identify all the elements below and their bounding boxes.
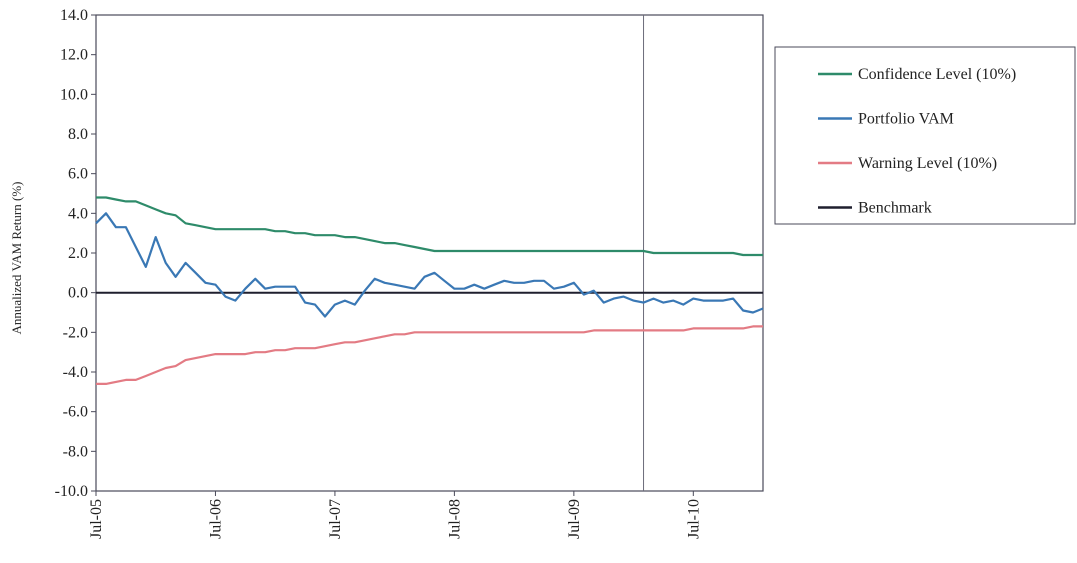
y-tick-label: -2.0 bbox=[63, 324, 88, 341]
x-tick-label: Jul-08 bbox=[446, 499, 463, 539]
series-layer bbox=[95, 196, 764, 385]
y-tick-label: 10.0 bbox=[60, 86, 88, 103]
x-tick-label: Jul-06 bbox=[207, 499, 224, 539]
series-line-warning-level-10 bbox=[96, 325, 763, 385]
x-tick-label: Jul-09 bbox=[566, 499, 583, 539]
legend-box bbox=[774, 46, 1076, 225]
y-tick-label: -4.0 bbox=[63, 364, 88, 381]
legend-label: Warning Level (10%) bbox=[858, 155, 997, 172]
y-tick-label: 0.0 bbox=[68, 285, 88, 302]
series-line-portfolio-vam bbox=[95, 212, 764, 318]
x-tick-label: Jul-05 bbox=[88, 499, 105, 539]
legend-label: Portfolio VAM bbox=[858, 111, 954, 128]
y-tick-label: 2.0 bbox=[68, 245, 88, 262]
y-tick-label: 6.0 bbox=[68, 166, 88, 183]
y-tick-label: -6.0 bbox=[63, 404, 88, 421]
y-tick-label: 4.0 bbox=[68, 205, 88, 222]
x-tick-label: Jul-10 bbox=[685, 499, 702, 539]
y-tick-label: 8.0 bbox=[68, 126, 88, 143]
y-axis-title: Annualized VAM Return (%) bbox=[9, 182, 24, 335]
legend: Confidence Level (10%) Portfolio VAM Warni… bbox=[774, 46, 1076, 225]
legend-label: Confidence Level (10%) bbox=[858, 66, 1016, 83]
y-tick-label: -10.0 bbox=[55, 483, 88, 500]
y-axis: 14.0 12.0 10.0 8.0 6.0 4.0 2.0 0.0 -2.0 -4.0 -6.0 -… bbox=[55, 7, 96, 500]
series-line-confidence-level-10 bbox=[96, 196, 763, 257]
y-tick-label: 14.0 bbox=[60, 7, 88, 24]
y-tick-label: 12.0 bbox=[60, 47, 88, 64]
legend-label: Benchmark bbox=[858, 200, 932, 217]
x-axis: Jul-05 Jul-06 Jul-07 Jul-08 Jul-09 Jul-10 bbox=[88, 491, 702, 539]
x-tick-label: Jul-07 bbox=[327, 499, 344, 539]
y-tick-label: -8.0 bbox=[63, 443, 88, 460]
